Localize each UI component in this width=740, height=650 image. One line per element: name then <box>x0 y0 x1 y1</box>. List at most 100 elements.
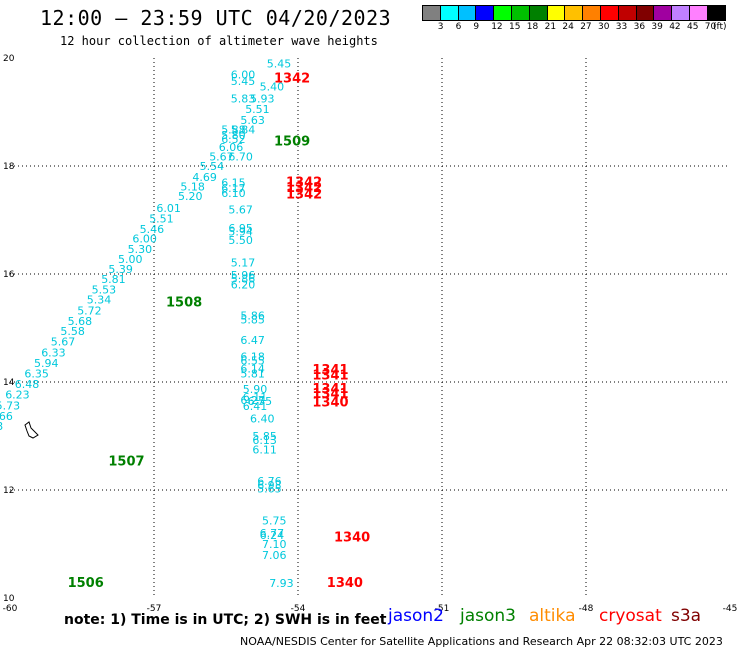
pass-number-label: 1342 <box>274 71 310 86</box>
wave-height-label: 6.00 <box>231 69 256 82</box>
y-tick-label: 12 <box>3 486 14 496</box>
color-scale-label: 70 <box>704 22 717 32</box>
color-scale-unit: (ft) <box>713 22 727 32</box>
wave-height-label: 5.67 <box>51 335 76 348</box>
wave-height-label: 6.01 <box>156 202 181 215</box>
wave-height-label: 5.53 <box>92 283 117 296</box>
wave-height-label: 6.52 <box>221 133 246 146</box>
x-tick-label: -57 <box>147 604 162 614</box>
pass-number-label: 1342 <box>286 176 322 191</box>
pass-number-label: 1509 <box>274 134 310 149</box>
map-title: 12:00 – 23:59 UTC 04/20/2023 <box>40 6 392 30</box>
wave-height-label: 5.40 <box>260 80 285 93</box>
wave-height-label: 5.94 <box>34 357 59 370</box>
wave-height-label: 6.11 <box>252 443 277 456</box>
wave-height-label: 5.75 <box>262 515 287 528</box>
wave-height-label: 5.93 <box>250 92 275 105</box>
satellite-legend-jason3: jason3 <box>460 606 516 626</box>
color-scale-label: 15 <box>509 22 521 32</box>
map-subtitle: 12 hour collection of altimeter wave hei… <box>60 34 378 48</box>
x-tick-label: -45 <box>723 604 738 614</box>
x-tick-label: -60 <box>3 604 18 614</box>
wave-height-label: 5.72 <box>77 305 102 318</box>
wave-height-label: 5.86 <box>231 273 256 286</box>
wave-height-label: 5.45 <box>231 75 256 88</box>
color-scale-label: 36 <box>633 22 646 32</box>
wave-height-label: 5.73 <box>0 400 20 413</box>
color-scale-label: 6 <box>455 22 462 32</box>
wave-height-label: 5.67 <box>209 151 234 164</box>
wave-height-label: 7.06 <box>262 549 287 562</box>
wave-height-label: 5.51 <box>149 213 174 226</box>
wave-height-label: 6.48 <box>15 378 40 391</box>
wave-height-label: 6.47 <box>240 334 265 347</box>
wave-height-label: 5.96 <box>231 269 256 282</box>
wave-height-label: 5.46 <box>140 223 165 236</box>
wave-height-label: 6.76 <box>257 475 282 488</box>
wave-height-label: 6.24 <box>260 529 285 542</box>
y-tick-label: 20 <box>3 54 15 64</box>
wave-height-label: 5.17 <box>231 256 256 269</box>
wave-height-label: 5.94 <box>228 226 253 239</box>
satellite-legend-s3a: s3a <box>671 606 702 626</box>
footer-note: note: 1) Time is in UTC; 2) SWH is in fe… <box>64 612 387 628</box>
color-scale-label: 3 <box>437 22 444 32</box>
island-icon <box>24 421 39 439</box>
color-scale-label: 42 <box>669 22 681 32</box>
color-scale-label: 39 <box>651 22 663 32</box>
wave-height-label: 5.34 <box>87 294 112 307</box>
wave-height-label: 5.80 <box>221 129 246 142</box>
color-scale-swatch <box>706 5 726 21</box>
wave-height-label: 6.27 <box>240 394 265 407</box>
pass-number-label: 1508 <box>166 295 202 310</box>
color-scale-label: 9 <box>473 22 480 32</box>
y-tick-label: 14 <box>3 378 15 388</box>
pass-number-label: 1341 <box>312 368 348 383</box>
wave-height-label: 5.67 <box>228 204 253 217</box>
color-scale-label: 33 <box>615 22 628 32</box>
pass-number-label: 1507 <box>108 455 144 470</box>
x-tick-label: -51 <box>435 604 450 614</box>
wave-height-label: 6.17 <box>221 182 246 195</box>
wave-height-label: 6.06 <box>219 141 244 154</box>
satellite-legend-cryosat: cryosat <box>599 606 662 626</box>
y-tick-label: 18 <box>3 162 15 172</box>
wave-height-label: 5.90 <box>243 383 267 396</box>
pass-number-label: 1341 <box>312 387 348 402</box>
pass-number-label: 1340 <box>327 576 363 591</box>
wave-height-label: 6.41 <box>243 400 267 413</box>
wave-height-label: 6.35 <box>24 368 49 381</box>
x-tick-label: -48 <box>579 604 594 614</box>
wave-height-label: 6.11 <box>243 391 267 404</box>
pass-number-label: 1342 <box>286 187 322 202</box>
color-scale-label: 45 <box>687 22 699 32</box>
wave-height-label: 6.95 <box>228 222 253 235</box>
wave-height-label: 5.81 <box>101 273 126 286</box>
wave-height-label: 6.23 <box>5 389 30 402</box>
wave-height-label: 6.10 <box>221 187 246 200</box>
wave-height-label: 6.14 <box>240 362 265 375</box>
pass-number-label: 1340 <box>334 530 370 545</box>
color-scale-label: 21 <box>544 22 557 32</box>
wave-height-label: 5.51 <box>245 103 270 116</box>
wave-height-label: 6.13 <box>252 434 277 447</box>
color-scale-label: 12 <box>491 22 503 32</box>
wave-height-label: 5.84 <box>231 124 256 137</box>
pass-number-label: 1342 <box>286 181 322 196</box>
wave-height-label: 5.65 <box>257 483 282 496</box>
satellite-legend-altika: altika <box>529 606 576 626</box>
satellite-legend-jason2: jason2 <box>388 606 444 626</box>
wave-height-label: 5.85 <box>252 430 277 443</box>
y-tick-label: 16 <box>3 270 15 280</box>
wave-height-label: 5.20 <box>178 190 203 203</box>
wave-height-label: 5.00 <box>118 253 143 266</box>
pass-number-label: 1341 <box>312 363 348 378</box>
pass-number-label: 1506 <box>68 576 104 591</box>
wave-height-label: 5.58 <box>60 325 85 338</box>
wave-height-label: 5.18 <box>180 180 205 193</box>
wave-height-label: 4.69 <box>192 171 217 184</box>
wave-height-label: 5.68 <box>68 315 93 328</box>
pass-number-label: 1341 <box>312 382 348 397</box>
